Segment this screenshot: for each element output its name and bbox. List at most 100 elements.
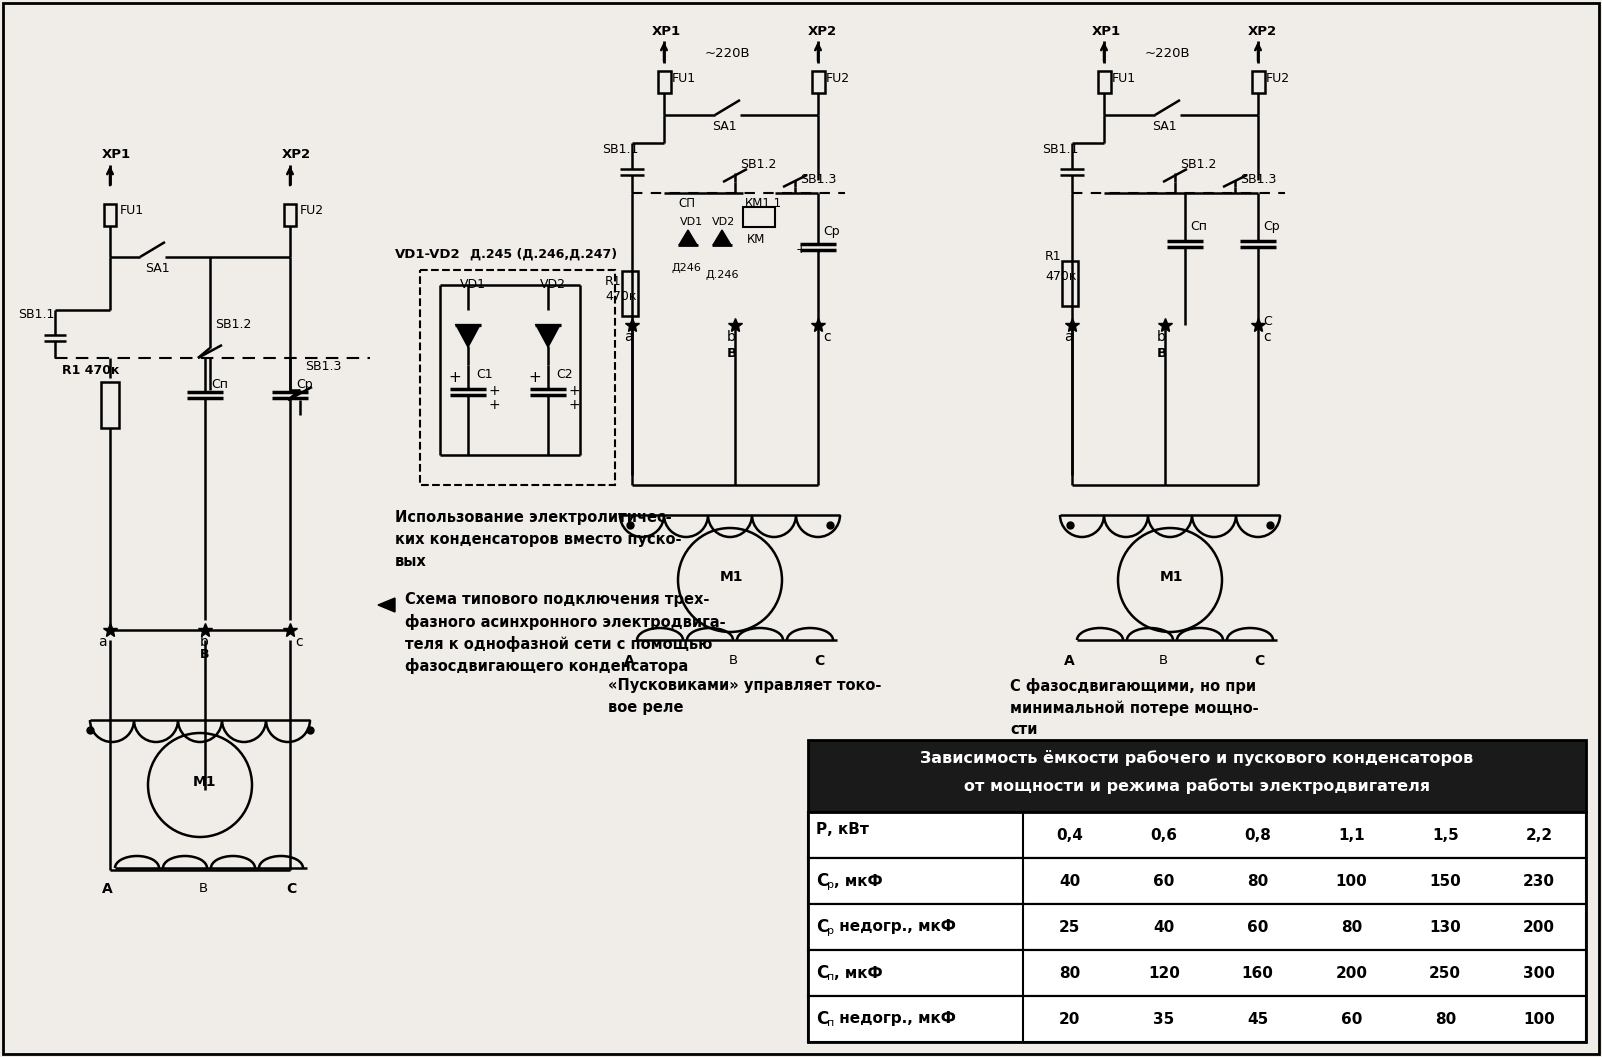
Text: B: B — [1158, 654, 1168, 667]
Text: С: С — [815, 872, 828, 890]
Text: Схема типового подключения трех-: Схема типового подключения трех- — [405, 592, 710, 607]
Text: 100: 100 — [1524, 1012, 1556, 1026]
Text: SB1.1: SB1.1 — [602, 143, 638, 156]
Text: вое реле: вое реле — [609, 700, 684, 715]
Text: 250: 250 — [1429, 965, 1461, 981]
Text: минимальной потере мощно-: минимальной потере мощно- — [1009, 700, 1259, 716]
Text: вых: вых — [396, 554, 426, 569]
Text: VD1: VD1 — [679, 217, 703, 227]
Text: Д.245 (Д.246,Д.247): Д.245 (Д.246,Д.247) — [469, 248, 617, 261]
Text: ХР1: ХР1 — [652, 25, 681, 38]
Text: 80: 80 — [1059, 965, 1080, 981]
Text: c: c — [1262, 330, 1270, 344]
Text: 200: 200 — [1524, 920, 1556, 934]
Text: VD1: VD1 — [460, 278, 485, 291]
Text: A: A — [103, 882, 112, 896]
Text: 80: 80 — [1341, 920, 1362, 934]
Text: Д246: Д246 — [671, 263, 702, 273]
Text: п: п — [827, 972, 835, 982]
Text: 80: 80 — [1246, 873, 1269, 889]
Text: СП: СП — [678, 197, 695, 210]
Text: SB1.3: SB1.3 — [1240, 173, 1277, 186]
Text: ких конденсаторов вместо пуско-: ких конденсаторов вместо пуско- — [396, 532, 681, 548]
Text: FU2: FU2 — [300, 204, 324, 217]
Text: 150: 150 — [1429, 873, 1461, 889]
Text: ХР2: ХР2 — [807, 25, 838, 38]
Text: R1: R1 — [606, 275, 622, 288]
Text: 40: 40 — [1153, 920, 1174, 934]
Text: +: + — [529, 370, 541, 385]
Text: 45: 45 — [1246, 1012, 1269, 1026]
Text: b: b — [727, 330, 735, 344]
Text: Cр: Cр — [823, 225, 839, 238]
Bar — [807, 996, 1586, 1042]
Text: 1,5: 1,5 — [1432, 828, 1459, 842]
Text: 120: 120 — [1147, 965, 1179, 981]
Text: Cр: Cр — [1262, 220, 1280, 233]
Text: C: C — [287, 882, 296, 896]
Text: +: + — [569, 384, 580, 398]
Text: Использование электролитичес-: Использование электролитичес- — [396, 509, 671, 525]
Text: C: C — [1262, 315, 1272, 328]
Text: b: b — [1157, 330, 1166, 344]
Text: 300: 300 — [1524, 965, 1556, 981]
Text: Д.246: Д.246 — [705, 270, 739, 280]
Text: недогр., мкФ: недогр., мкФ — [835, 1012, 956, 1026]
Text: Р, кВт: Р, кВт — [815, 822, 868, 837]
Text: 20: 20 — [1059, 1012, 1081, 1026]
Text: 160: 160 — [1242, 965, 1274, 981]
Text: от мощности и режима работы электродвигателя: от мощности и режима работы электродвига… — [964, 778, 1431, 794]
Polygon shape — [537, 326, 559, 346]
Text: 230: 230 — [1524, 873, 1556, 889]
Text: B: B — [729, 654, 739, 667]
Text: +: + — [796, 243, 807, 256]
Bar — [420, 270, 615, 485]
Text: КМ1.1: КМ1.1 — [745, 197, 782, 210]
Text: SA1: SA1 — [1152, 120, 1176, 133]
Text: а: а — [98, 635, 107, 649]
Polygon shape — [713, 230, 731, 245]
Text: FU1: FU1 — [1112, 72, 1136, 85]
Text: 470к: 470к — [1045, 270, 1077, 283]
Bar — [807, 740, 1586, 812]
Text: SB1.3: SB1.3 — [799, 173, 836, 186]
Bar — [104, 204, 115, 226]
Text: Зависимость ёмкости рабочего и пускового конденсаторов: Зависимость ёмкости рабочего и пускового… — [921, 750, 1474, 766]
Text: +: + — [569, 398, 580, 412]
Text: фазосдвигающего конденсатора: фазосдвигающего конденсатора — [405, 659, 689, 674]
Text: 1,1: 1,1 — [1338, 828, 1365, 842]
Text: «Пусковиками» управляет токо-: «Пусковиками» управляет токо- — [609, 678, 881, 693]
Text: SB1.2: SB1.2 — [740, 157, 777, 171]
Bar — [812, 71, 825, 93]
Bar — [743, 207, 775, 227]
Bar — [807, 812, 1586, 858]
Text: 35: 35 — [1153, 1012, 1174, 1026]
Text: ХР2: ХР2 — [1248, 25, 1277, 38]
Text: 100: 100 — [1336, 873, 1367, 889]
Text: R1: R1 — [1045, 251, 1062, 263]
Text: 470к: 470к — [606, 290, 636, 303]
Text: SB1.3: SB1.3 — [304, 360, 341, 373]
Text: SA1: SA1 — [711, 120, 737, 133]
Text: SB1.2: SB1.2 — [215, 318, 252, 331]
Text: SB1.2: SB1.2 — [1181, 157, 1216, 171]
Text: теля к однофазной сети с помощью: теля к однофазной сети с помощью — [405, 636, 713, 652]
Polygon shape — [679, 230, 697, 245]
Text: C: C — [1254, 654, 1264, 668]
Text: a: a — [625, 330, 633, 344]
Text: +: + — [489, 384, 500, 398]
Polygon shape — [378, 598, 396, 612]
Text: +: + — [449, 370, 461, 385]
Bar — [807, 858, 1586, 904]
Bar — [284, 204, 296, 226]
Text: SB1.1: SB1.1 — [1041, 143, 1078, 156]
Text: +: + — [489, 398, 500, 412]
Text: 80: 80 — [1435, 1012, 1456, 1026]
Text: B: B — [727, 347, 737, 360]
Text: 130: 130 — [1429, 920, 1461, 934]
Text: М1: М1 — [719, 570, 743, 585]
Bar — [101, 382, 119, 428]
Text: R1 470к: R1 470к — [62, 364, 120, 377]
Text: FU2: FU2 — [827, 72, 851, 85]
Text: VD2: VD2 — [540, 278, 566, 291]
